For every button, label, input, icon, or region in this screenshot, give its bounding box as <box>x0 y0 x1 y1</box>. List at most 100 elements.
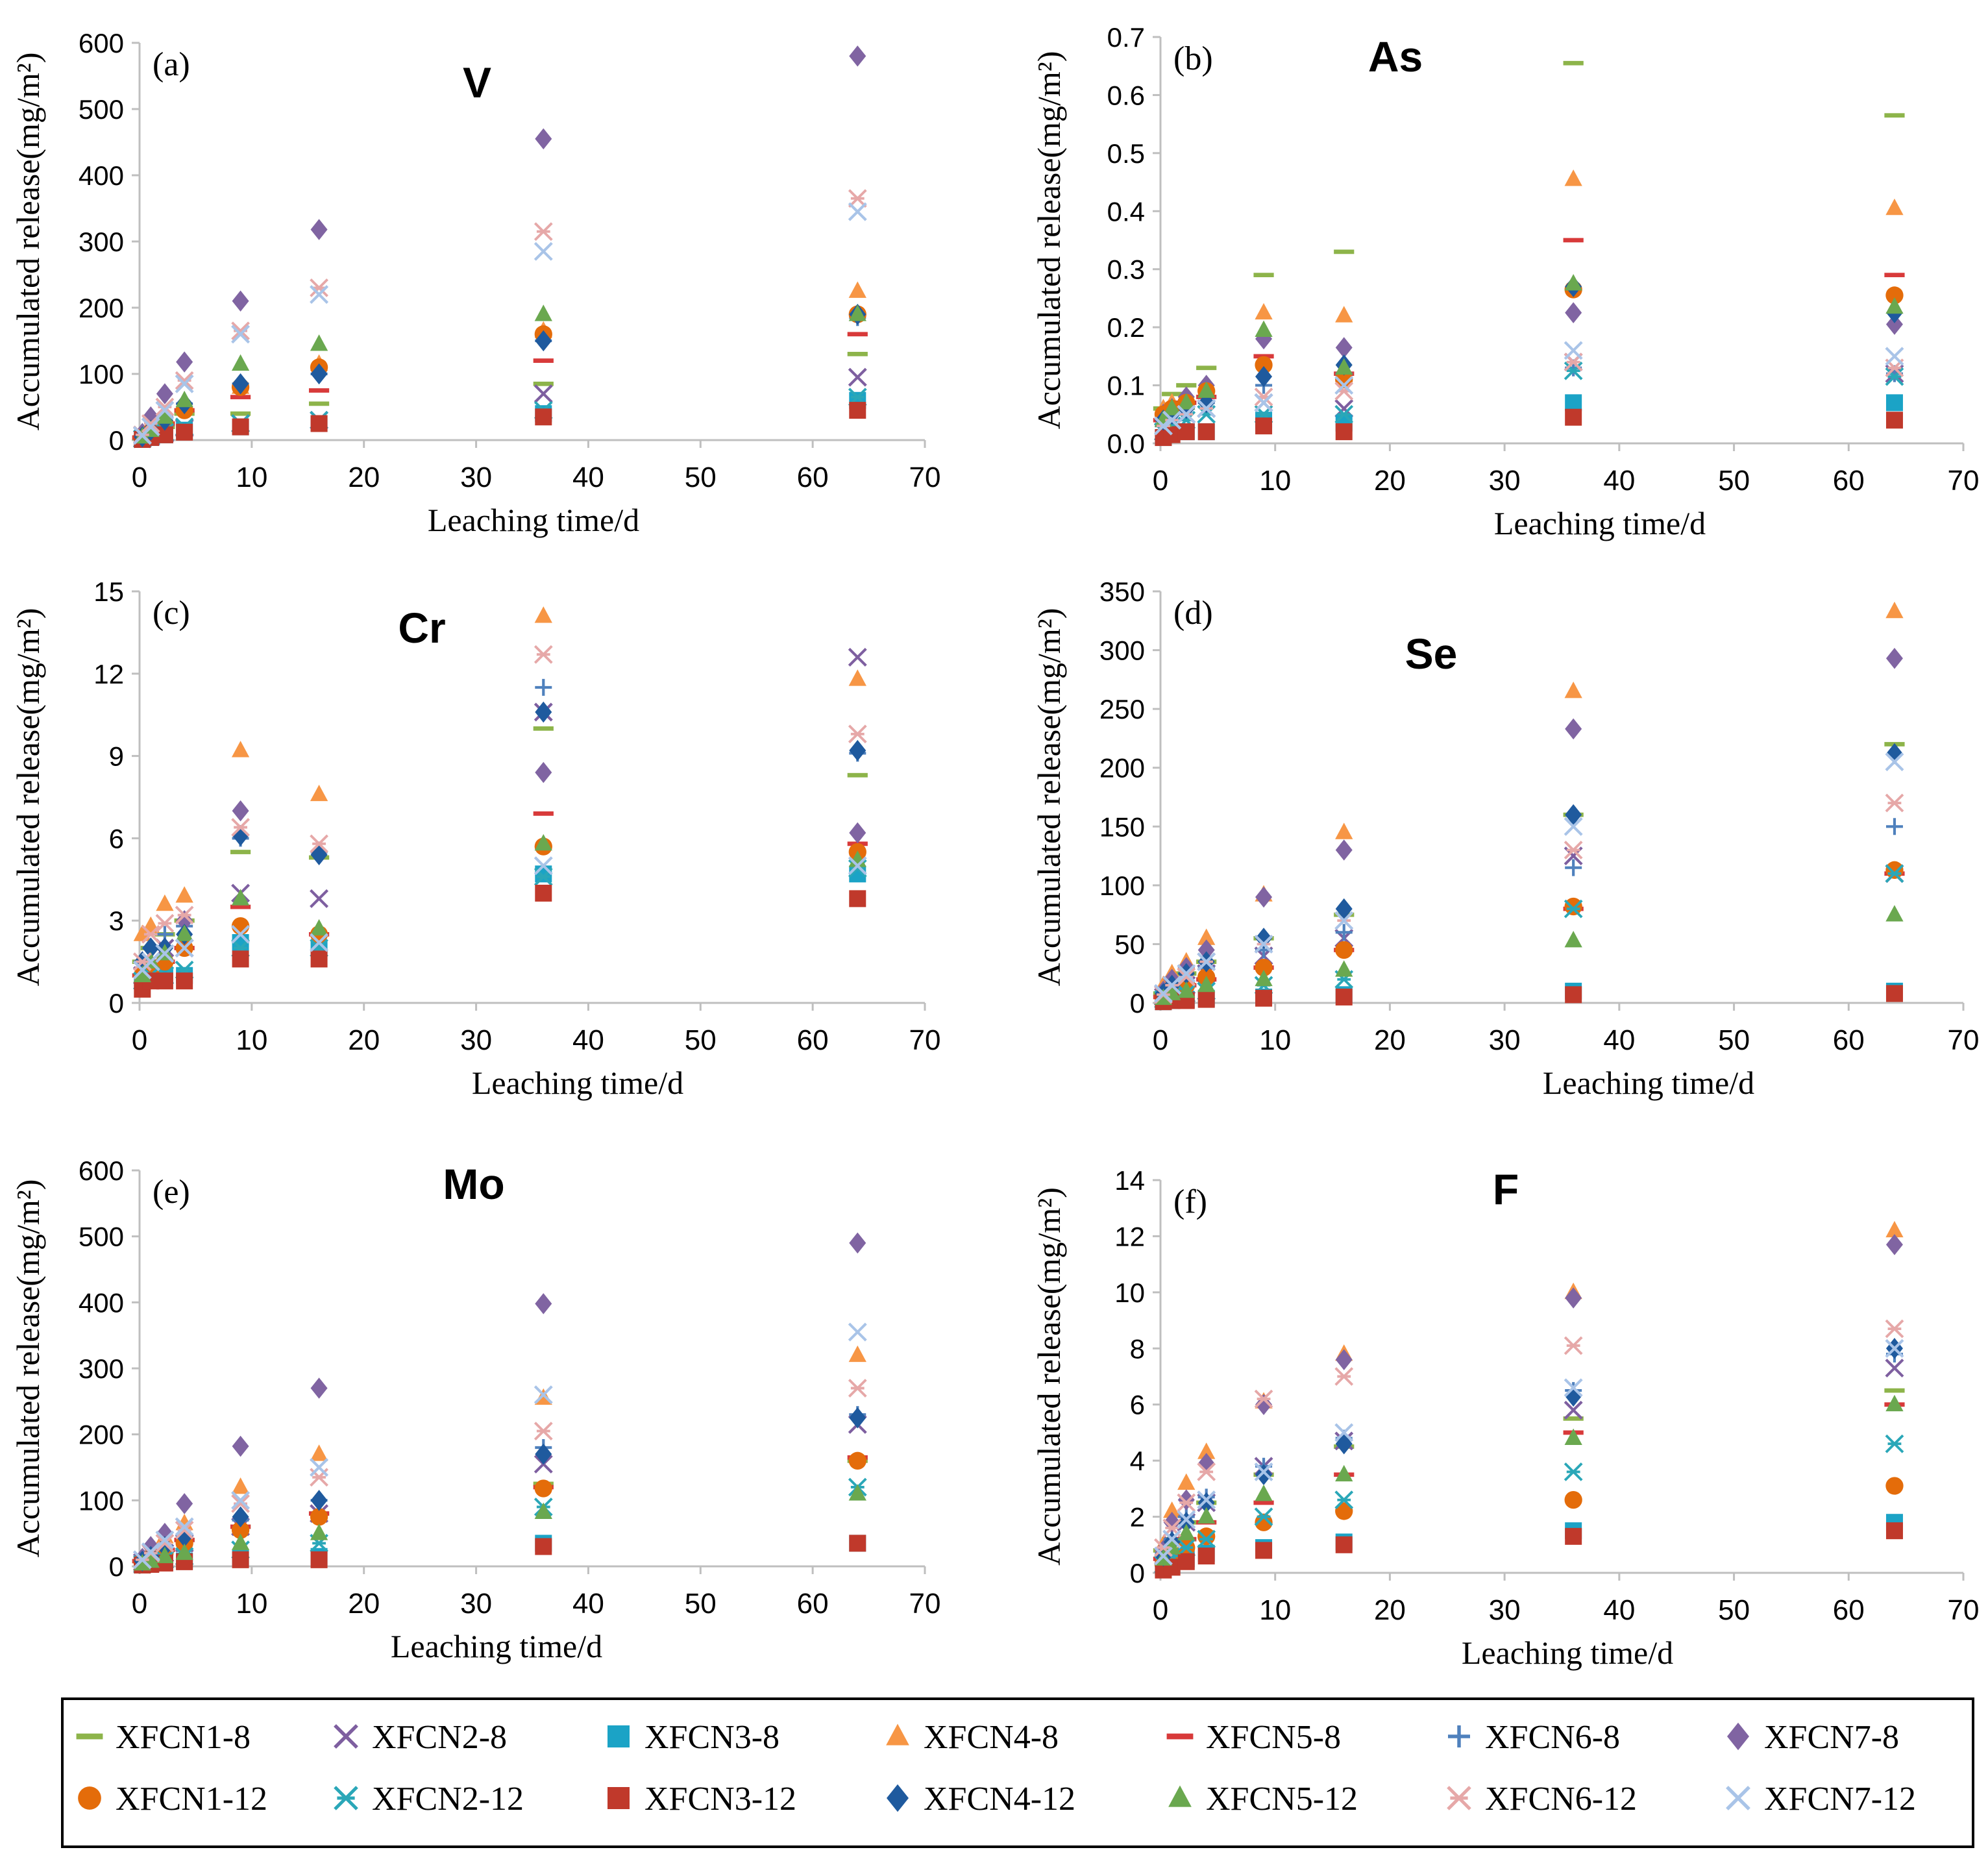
data-point <box>1564 899 1583 919</box>
legend-label: XFCN2-8 <box>372 1719 507 1756</box>
element-title: Mo <box>443 1160 504 1208</box>
legend-marker <box>78 1786 101 1810</box>
legend-marker <box>1447 1786 1471 1810</box>
x-tick-label: 40 <box>572 462 604 493</box>
data-point <box>1885 861 1904 879</box>
x-tick-label: 50 <box>1718 1024 1750 1056</box>
data-point <box>1177 393 1196 410</box>
data-point <box>1334 1490 1354 1510</box>
x-tick-label: 70 <box>1948 465 1980 497</box>
x-tick-label: 40 <box>1603 1594 1635 1626</box>
series-xfcn7-12 <box>132 202 867 445</box>
x-axis-title: Leaching time/d <box>428 502 639 538</box>
data-point <box>1885 793 1904 813</box>
data-point <box>848 1451 866 1470</box>
data-point <box>175 390 193 408</box>
data-point <box>175 938 194 957</box>
data-point <box>231 1521 250 1539</box>
data-point <box>1255 356 1273 374</box>
data-point <box>141 417 160 437</box>
data-point <box>535 678 552 696</box>
series-xfcn7-12 <box>132 1322 867 1570</box>
data-point <box>310 415 328 432</box>
legend-item-xfcn1-8: XFCN1-8 <box>76 1719 251 1756</box>
x-tick-label: 10 <box>1259 465 1291 497</box>
y-axis-title: Accumulated release(mg/m²) <box>1031 608 1067 987</box>
data-point <box>1565 986 1582 1004</box>
data-point <box>156 1536 173 1557</box>
legend-label: XFCN4-8 <box>924 1719 1059 1756</box>
data-point <box>1565 1287 1582 1309</box>
data-point <box>1565 408 1582 426</box>
data-point <box>1564 1400 1583 1420</box>
data-point <box>534 304 552 321</box>
data-point <box>1335 306 1353 323</box>
y-tick-label: 300 <box>79 227 124 257</box>
data-point <box>232 290 249 312</box>
series-xfcn7-12 <box>1153 752 1904 1003</box>
x-tick-label: 0 <box>132 1024 147 1056</box>
legend-label: XFCN6-8 <box>1485 1719 1620 1756</box>
data-point <box>1254 1462 1273 1481</box>
data-point <box>231 917 250 935</box>
data-point <box>230 904 251 909</box>
data-point <box>1885 985 1903 1002</box>
data-point <box>141 952 160 972</box>
data-point <box>533 381 554 386</box>
y-tick-label: 0 <box>109 1551 124 1582</box>
data-point <box>848 367 867 387</box>
data-point <box>1884 273 1905 278</box>
x-tick-label: 50 <box>1718 1594 1750 1626</box>
data-point <box>849 402 866 419</box>
data-point <box>231 924 251 944</box>
x-tick-label: 50 <box>685 1588 717 1620</box>
data-point <box>310 1508 328 1526</box>
panel-cr: 0 10 20 30 40 50 60 70 0 3 6 9 12 15 Leaching time/d Ac… <box>10 576 940 1101</box>
data-point <box>1254 393 1273 412</box>
series-xfcn4-8 <box>133 606 866 941</box>
x-tick-label: 20 <box>348 1588 380 1620</box>
x-tick-label: 30 <box>1489 1024 1521 1056</box>
data-point <box>231 325 251 344</box>
legend-item-xfcn5-8: XFCN5-8 <box>1166 1719 1341 1756</box>
legend-marker <box>607 1787 630 1809</box>
legend-item-xfcn2-12: XFCN2-12 <box>334 1781 524 1818</box>
data-point <box>141 924 160 944</box>
data-point <box>1162 410 1182 430</box>
y-tick-label: 0.7 <box>1107 22 1145 53</box>
x-tick-label: 30 <box>1489 1594 1521 1626</box>
x-tick-label: 40 <box>1603 465 1635 497</box>
data-point <box>1253 273 1274 278</box>
y-tick-label: 3 <box>109 906 124 936</box>
data-point <box>1335 1349 1353 1370</box>
x-axis-title: Leaching time/d <box>391 1628 602 1664</box>
data-point <box>310 834 328 854</box>
data-point <box>1254 1507 1273 1526</box>
data-point <box>1335 1464 1353 1482</box>
y-tick-label: 0 <box>1130 1558 1145 1588</box>
legend-item-xfcn2-8: XFCN2-8 <box>334 1719 507 1756</box>
data-point <box>535 865 552 883</box>
y-tick-label: 12 <box>93 659 124 689</box>
data-point <box>141 1542 160 1562</box>
data-point <box>1564 841 1583 859</box>
data-point <box>1884 1388 1905 1393</box>
data-point <box>1335 924 1353 941</box>
data-point <box>1885 864 1904 883</box>
data-point <box>1885 1234 1903 1255</box>
element-title: V <box>463 58 491 106</box>
data-point <box>1335 941 1353 959</box>
data-point <box>1255 989 1273 1007</box>
data-point <box>1197 939 1215 961</box>
data-point <box>1177 1473 1196 1490</box>
data-point <box>1335 988 1353 1006</box>
data-point <box>1885 286 1904 304</box>
data-point <box>175 924 193 941</box>
legend-item-xfcn7-12: XFCN7-12 <box>1726 1781 1916 1818</box>
y-tick-label: 500 <box>79 1222 124 1252</box>
data-point <box>1885 648 1903 669</box>
x-tick-label: 70 <box>909 1588 941 1620</box>
data-point <box>533 811 554 816</box>
data-point <box>310 219 328 240</box>
data-point <box>310 334 328 351</box>
